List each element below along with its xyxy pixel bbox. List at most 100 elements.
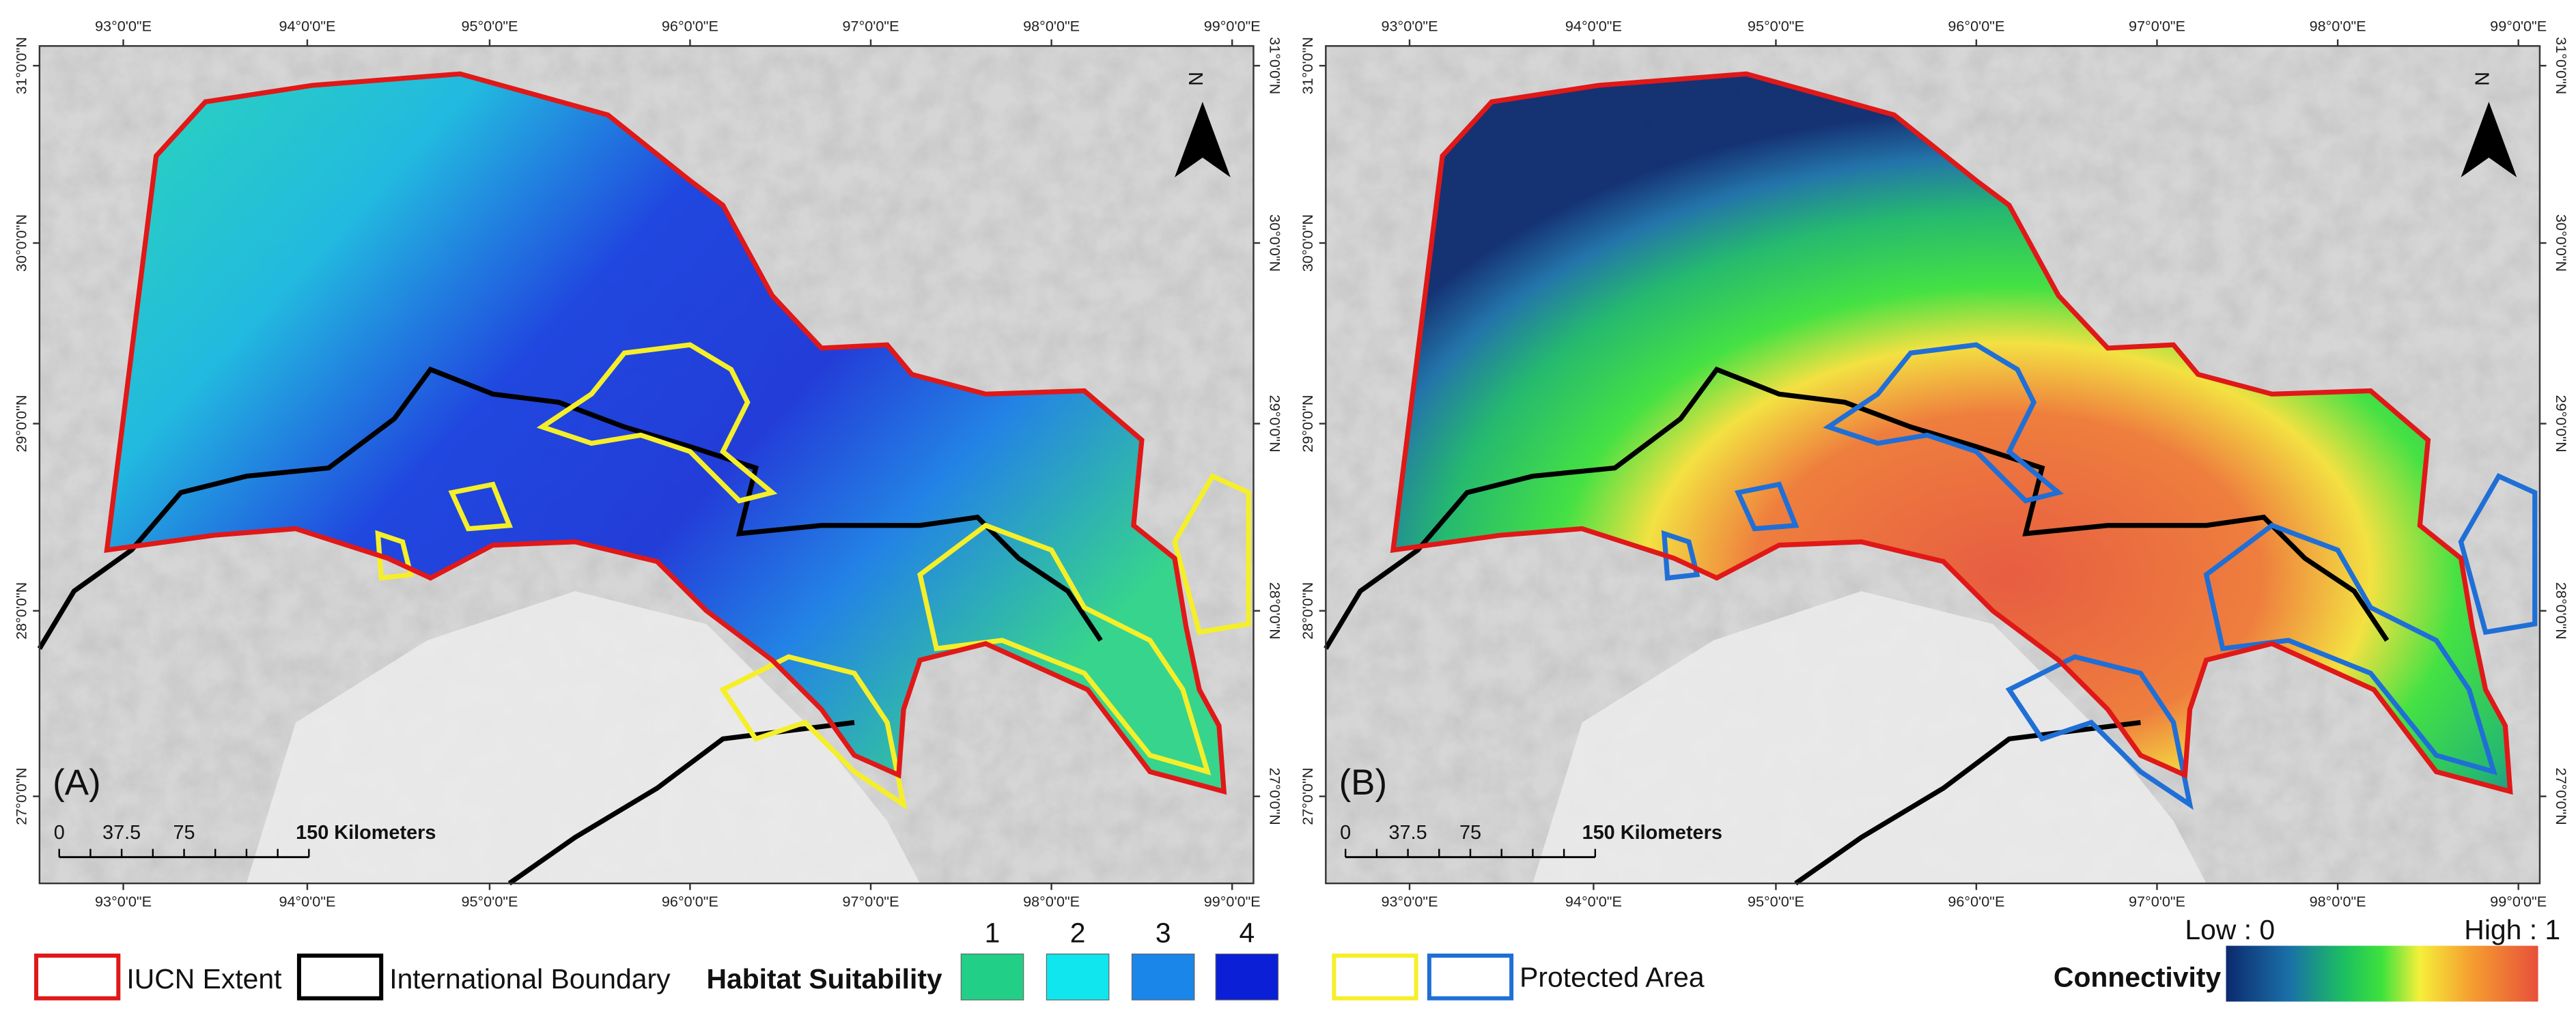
lat-label-right: 28°0'0"N [2553, 582, 2570, 640]
panel-label: (A) [53, 762, 101, 803]
lon-label-top: 97°0'0"E [2129, 18, 2185, 35]
legend: IUCN Extent International Boundary Habitat… [34, 914, 2560, 1002]
lon-label-bottom: 98°0'0"E [1023, 893, 1080, 910]
protected-area [2005, 654, 2194, 810]
scale-bar-label: 150 Kilometers [1582, 822, 1722, 844]
legend-habitat-swatch [1131, 953, 1195, 1001]
lon-label-top: 99°0'0"E [1204, 18, 1261, 35]
scale-bar-label: 75 [173, 822, 195, 844]
plateau-plain [1532, 590, 2207, 884]
legend-protected-swatch-b [1427, 953, 1514, 1001]
lat-label-left: 30°0'0"N [1299, 214, 1316, 272]
lat-label-right: 30°0'0"N [2553, 214, 2570, 272]
legend-habitat-class: 3 [1156, 917, 1171, 949]
lon-label-bottom: 95°0'0"E [461, 893, 518, 910]
legend-habitat-class: 2 [1070, 917, 1086, 949]
international-boundary [1794, 719, 2141, 886]
lon-label-bottom: 93°0'0"E [95, 893, 152, 910]
legend-iucn-swatch [34, 953, 121, 1001]
lon-label-top: 94°0'0"E [279, 18, 335, 35]
lon-label-top: 97°0'0"E [843, 18, 899, 35]
lat-label-left: 27°0'0"N [1299, 768, 1316, 825]
lat-label-left: 31°0'0"N [1299, 37, 1316, 94]
scale-bar-label: 150 Kilometers [296, 822, 436, 844]
lon-label-top: 95°0'0"E [461, 18, 518, 35]
legend-habitat-swatch [1046, 953, 1110, 1001]
lon-label-bottom: 96°0'0"E [662, 893, 718, 910]
lon-label-bottom: 94°0'0"E [1565, 893, 1622, 910]
lat-label-right: 27°0'0"N [2553, 768, 2570, 825]
north-arrow [2461, 102, 2517, 177]
north-label: N [2472, 72, 2493, 86]
scale-bar-label: 37.5 [102, 822, 141, 844]
legend-habitat-class: 1 [985, 917, 1000, 949]
legend-low-label: Low : 0 [2185, 914, 2275, 945]
lon-label-top: 93°0'0"E [95, 18, 152, 35]
lon-label-top: 96°0'0"E [662, 18, 718, 35]
lon-label-bottom: 99°0'0"E [1204, 893, 1261, 910]
lat-label-left: 27°0'0"N [13, 768, 30, 825]
lon-label-bottom: 97°0'0"E [2129, 893, 2185, 910]
map-panel: 93°0'0"E 93°0'0"E 94°0'0"E 94°0'0"E 95°0'0"E… [13, 18, 1284, 910]
lat-label-left: 28°0'0"N [1299, 582, 1316, 640]
international-boundary [507, 719, 855, 886]
lon-label-top: 95°0'0"E [1748, 18, 1804, 35]
lat-label-right: 31°0'0"N [2553, 37, 2570, 94]
legend-habitat-swatch [1215, 953, 1279, 1001]
habitat-suitability-surface [107, 74, 1224, 792]
legend-protected-swatch-a [1332, 953, 1418, 1001]
plateau-plain [246, 590, 921, 884]
lat-label-right: 28°0'0"N [1267, 582, 1284, 640]
lon-label-bottom: 96°0'0"E [1948, 893, 2004, 910]
legend-protected-label: Protected Area [1520, 962, 1705, 993]
connectivity-surface [1392, 74, 2510, 792]
scale-bar-label: 0 [1340, 822, 1351, 844]
lat-label-right: 29°0'0"N [1267, 395, 1284, 453]
legend-habitat-swatch [960, 953, 1024, 1001]
legend-habitat-class: 4 [1239, 917, 1255, 949]
lat-label-left: 29°0'0"N [1299, 395, 1316, 453]
north-arrow [1175, 102, 1231, 177]
protected-area [1172, 472, 1251, 636]
connectivity-colorbar [2226, 945, 2538, 1002]
iucn-extent [104, 71, 1227, 795]
legend-boundary-swatch [296, 953, 384, 1001]
lat-label-left: 31°0'0"N [13, 37, 30, 94]
protected-area [917, 522, 1212, 775]
lat-label-right: 29°0'0"N [2553, 395, 2570, 453]
panel-label: (B) [1339, 762, 1388, 803]
panels: 93°0'0"E 93°0'0"E 94°0'0"E 94°0'0"E 95°0'0"E… [13, 18, 2570, 910]
lon-label-top: 93°0'0"E [1382, 18, 1438, 35]
lat-label-right: 31°0'0"N [1267, 37, 1284, 94]
lon-label-top: 99°0'0"E [2490, 18, 2547, 35]
protected-area [536, 342, 778, 504]
international-boundary [1324, 366, 2390, 651]
protected-area [1823, 342, 2064, 504]
lon-label-bottom: 97°0'0"E [843, 893, 899, 910]
protected-area [719, 654, 908, 810]
iucn-extent [1390, 71, 2513, 795]
map-panel: 93°0'0"E 93°0'0"E 94°0'0"E 94°0'0"E 95°0'0"E… [1299, 18, 2570, 910]
lat-label-right: 27°0'0"N [1267, 768, 1284, 825]
protected-area [2458, 472, 2538, 636]
scale-bar-label: 0 [54, 822, 65, 844]
map-frame [38, 45, 1255, 885]
lat-label-left: 29°0'0"N [13, 395, 30, 453]
legend-habitat-title: Habitat Suitability [706, 963, 942, 995]
legend-connectivity-title: Connectivity [2054, 962, 2222, 993]
protected-area [1661, 530, 1700, 581]
lon-label-top: 94°0'0"E [1565, 18, 1622, 35]
protected-area [375, 530, 414, 581]
lon-label-bottom: 94°0'0"E [279, 893, 335, 910]
lon-label-bottom: 93°0'0"E [1382, 893, 1438, 910]
lon-label-top: 98°0'0"E [2310, 18, 2366, 35]
lon-label-top: 98°0'0"E [1023, 18, 1080, 35]
international-boundary [37, 366, 1103, 651]
map-frame [1325, 45, 2541, 885]
scale-bar-label: 75 [1459, 822, 1481, 844]
north-label: N [1186, 72, 1207, 86]
legend-iucn-label: IUCN Extent [126, 963, 282, 995]
protected-area [2203, 522, 2497, 775]
